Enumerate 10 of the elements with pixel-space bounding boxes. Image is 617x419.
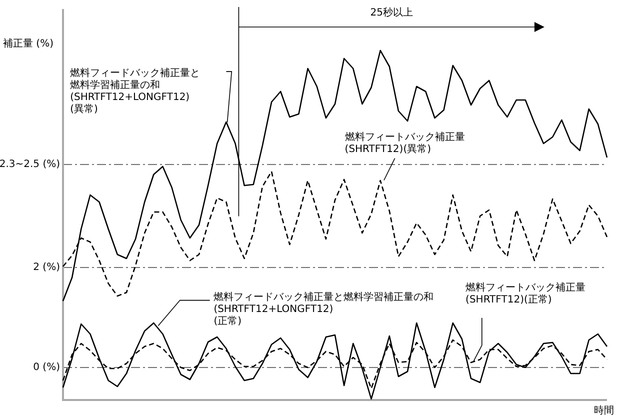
text: 燃料フィートバック補正量(SHRTFT12)(異常) [344, 131, 465, 156]
y-tick-label: 0 (%) [33, 362, 60, 374]
series-label: 燃料フィードバック補正量と燃料学習補正量の和(SHRTFT12+LONGFT12)(正常) [214, 291, 434, 328]
y-tick-label: 2 (%) [33, 262, 60, 274]
text: 燃料フィードバック補正量と燃料学習補正量の和(SHRTFT12+LONGFT12)(異常) [70, 67, 200, 116]
x-axis-title: 時間 [594, 404, 614, 417]
annotation: 25秒以上 [370, 6, 413, 19]
y-axis-title: 補正量 (%) [3, 38, 54, 50]
y-tick-label: 2.3~2.5 (%) [0, 159, 60, 170]
text: 燃料フィートバック補正量(SHRTFT12)(正常) [466, 281, 586, 306]
